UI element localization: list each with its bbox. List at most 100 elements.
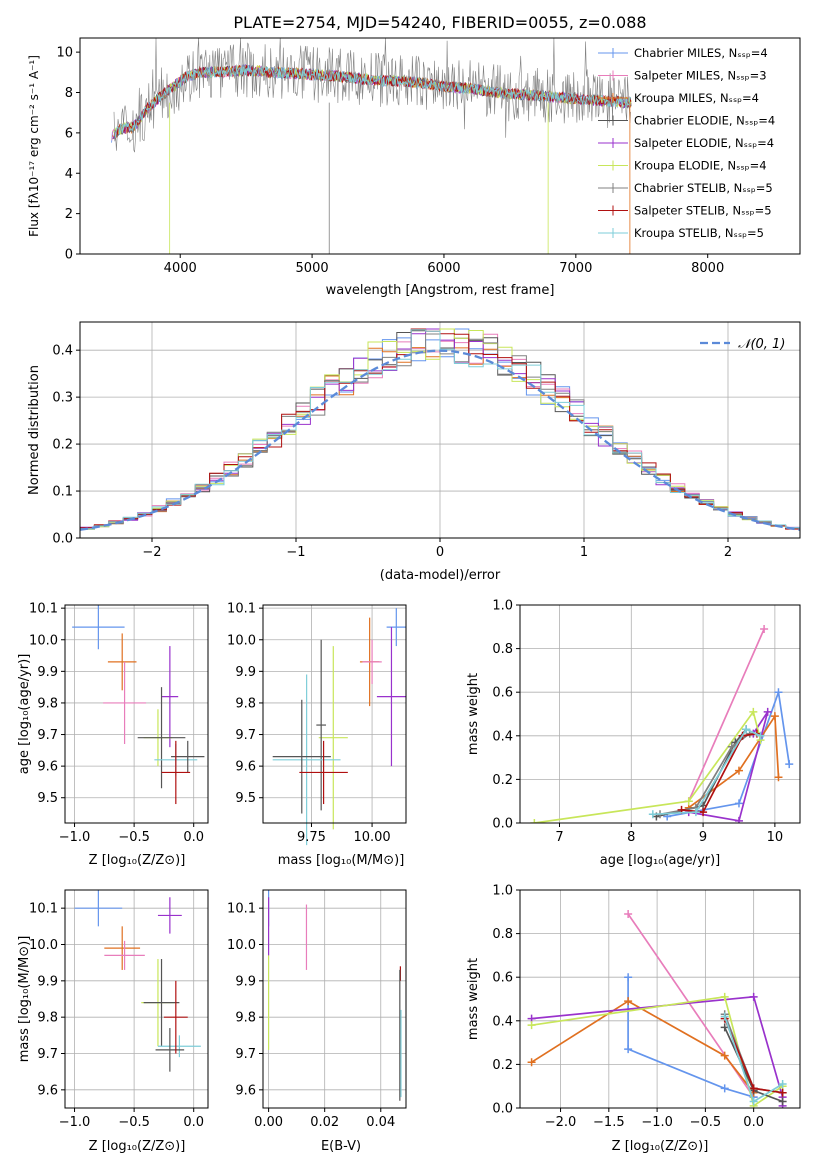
mass-weight-line xyxy=(534,709,762,823)
y-tick-label: 9.9 xyxy=(37,974,58,989)
x-tick-label: 6000 xyxy=(427,261,460,276)
age-vs-z-frame xyxy=(64,604,209,824)
y-tick-label: 10.0 xyxy=(29,938,58,953)
mass-vs-ebv-panel: 0.00 0.02 0.04 9.6 9.7 9.8 9.9 10.0 10.1 E(B-V) xyxy=(227,889,407,1154)
mass-weight-line xyxy=(652,728,761,816)
error-bar-point xyxy=(272,699,331,814)
spectrum-fit-line xyxy=(113,37,631,153)
y-tick-label: 10.0 xyxy=(227,633,256,648)
error-bar-point xyxy=(103,661,147,745)
mass-weight-marker xyxy=(763,707,772,716)
y-tick-label: 0.0 xyxy=(52,532,73,547)
spectrum-fit-line xyxy=(114,65,631,138)
error-bar-point xyxy=(376,627,406,767)
y-tick-label: 9.8 xyxy=(37,696,58,711)
mass-weight-marker xyxy=(699,808,708,817)
y-tick-label: 0.3 xyxy=(52,391,73,406)
error-bar-point xyxy=(272,674,341,846)
y-tick-label: 10 xyxy=(56,46,73,61)
mass-weight-marker xyxy=(624,1045,633,1054)
spectrum-fit-line xyxy=(114,65,632,139)
error-bar-point xyxy=(157,897,182,934)
mass-weight-marker xyxy=(684,797,693,806)
y-tick-label: 10.1 xyxy=(227,902,256,917)
age-vs-mass-frame xyxy=(262,604,407,824)
x-tick-label: 2 xyxy=(724,545,732,560)
age-vs-mass-panel: 9.75 10.00 9.5 9.6 9.7 9.8 9.9 10.0 10.1 mass [l… xyxy=(227,602,407,868)
mass-weight-marker xyxy=(774,688,783,697)
y-tick-label: 9.9 xyxy=(37,665,58,680)
mass-weight-marker xyxy=(624,997,633,1006)
error-bar-point xyxy=(386,608,406,647)
legend-label: Salpeter STELIB, Nₛₛₚ=5 xyxy=(634,204,772,218)
y-tick-label: 0 xyxy=(65,248,73,263)
y-tick-label: 6 xyxy=(65,126,73,141)
x-tick-label: −0.5 xyxy=(118,830,150,845)
x-tick-label: 1 xyxy=(580,545,588,560)
residual-histogram xyxy=(80,329,800,530)
residuals-xlabel: (data-model)/error xyxy=(380,568,501,583)
mass-weight-marker xyxy=(742,725,751,734)
mass-vs-z-frame xyxy=(64,889,209,1109)
y-tick-label: 9.9 xyxy=(235,665,256,680)
y-tick-label: 9.6 xyxy=(235,1083,256,1098)
y-tick-label: 0.2 xyxy=(492,773,513,788)
y-tick-label: 9.8 xyxy=(37,1011,58,1026)
mass-weight-marker xyxy=(778,1088,787,1097)
x-tick-label: 9 xyxy=(699,830,707,845)
mass-weight-marker xyxy=(749,707,758,716)
y-tick-label: 9.8 xyxy=(235,696,256,711)
mass-weight-marker xyxy=(527,1021,536,1030)
age-vs-z-panel: −1.0 −0.5 0.0 9.5 9.6 9.7 9.8 9.9 10.0 10.1 age [… xyxy=(17,602,209,868)
mass-weight-line xyxy=(681,732,758,814)
y-tick-label: 1.0 xyxy=(492,884,513,899)
age-vs-mass-xlabel: mass [log₁₀(M/M⊙)] xyxy=(278,853,405,868)
y-tick-label: 0.8 xyxy=(492,927,513,942)
age-vs-z-ylabel: age [log₁₀(age/yr)] xyxy=(17,654,32,775)
y-tick-label: 9.8 xyxy=(235,1011,256,1026)
mass-weight-line xyxy=(688,711,769,822)
y-tick-label: 0.6 xyxy=(492,971,513,986)
mass-weight-marker xyxy=(720,1012,729,1021)
mass-weight-marker xyxy=(734,816,743,823)
mass-vs-ebv-frame xyxy=(262,889,407,1109)
y-tick-label: 1.0 xyxy=(492,599,513,614)
mass-weight-series xyxy=(527,997,758,1097)
x-tick-label: 0.0 xyxy=(743,1115,764,1130)
x-tick-label: −2 xyxy=(142,545,161,560)
error-bar-point xyxy=(107,633,137,691)
error-bar-point xyxy=(316,639,327,811)
x-tick-label: 5000 xyxy=(296,261,329,276)
x-tick-label: −2.0 xyxy=(545,1115,577,1130)
legend-label: Salpeter MILES, Nₛₛₚ=3 xyxy=(634,69,767,83)
mass-weight-marker xyxy=(770,712,779,721)
mass-weight-marker xyxy=(749,1084,758,1093)
spectrum-ylabel: Flux [fλ10⁻¹⁷ erg cm⁻² s⁻¹ A⁻¹] xyxy=(27,55,41,237)
error-bar-point xyxy=(143,959,180,1047)
spectrum-panel: 4000 5000 6000 7000 8000 0 2 4 6 8 10 Chabrier MIL… xyxy=(27,37,801,298)
error-bar-point xyxy=(299,740,348,805)
x-tick-label: 7 xyxy=(555,830,563,845)
legend-label: Kroupa MILES, Nₛₛₚ=4 xyxy=(634,91,759,105)
x-tick-label: −0.5 xyxy=(118,1115,150,1130)
mass-weight-vs-z-frame xyxy=(519,889,801,1109)
legend-label: Salpeter ELODIE, Nₛₛₚ=4 xyxy=(634,136,774,150)
mass-weight-vs-z-ylabel: mass weight xyxy=(466,958,481,1040)
mass-weight-marker xyxy=(527,1058,536,1067)
error-bar-point xyxy=(161,740,191,805)
mass-weight-marker xyxy=(734,799,743,808)
error-bar-point xyxy=(72,605,125,650)
mass-weight-vs-z-panel: −2.0 −1.5 −1.0 −0.5 0.0 0.0 0.2 0.4 0.6 0.8 1.0 ma… xyxy=(466,884,801,1154)
y-tick-label: 9.6 xyxy=(235,760,256,775)
mass-weight-marker xyxy=(720,992,729,1001)
legend-label: Chabrier ELODIE, Nₛₛₚ=4 xyxy=(634,114,775,128)
residuals-panel: −2 −1 0 1 2 0.0 0.1 0.2 0.3 0.4 𝒩(0, 1) Normed di… xyxy=(27,321,801,583)
error-bar-point xyxy=(104,940,145,970)
spectrum-legend: Chabrier MILES, Nₛₛₚ=4 Salpeter MILES, Nₛ… xyxy=(598,46,775,240)
mass-weight-marker xyxy=(691,808,700,817)
spectrum-plot-frame xyxy=(79,37,801,255)
mass-weight-line xyxy=(531,1000,755,1094)
y-tick-label: 0.6 xyxy=(492,686,513,701)
error-bar-point xyxy=(137,687,186,789)
mass-weight-marker xyxy=(727,742,736,751)
